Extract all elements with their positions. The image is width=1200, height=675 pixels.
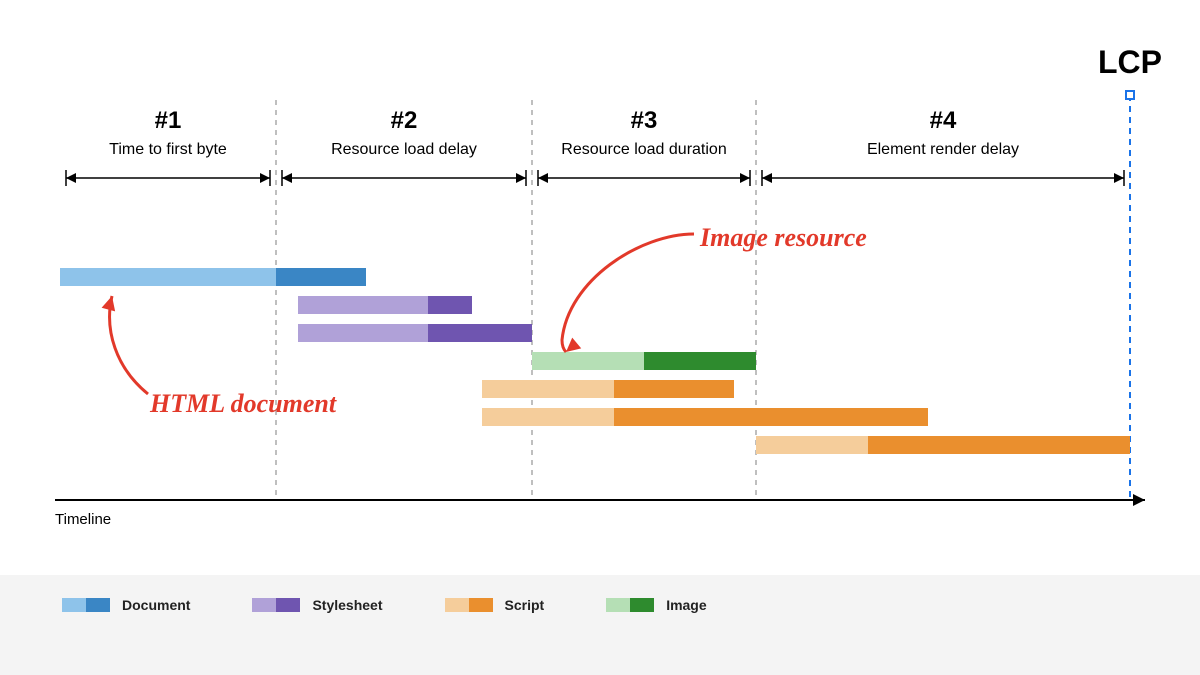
legend-item: Image — [606, 597, 706, 613]
lcp-label: LCP — [1098, 44, 1162, 80]
section-number: #4 — [930, 107, 957, 134]
annotation-label: HTML document — [149, 389, 337, 418]
lcp-marker-icon — [1126, 91, 1134, 99]
bar-segment-dark — [428, 324, 532, 342]
bar-segment-dark — [868, 436, 1130, 454]
legend-label: Script — [505, 597, 545, 613]
legend-swatch-icon — [252, 598, 300, 612]
section-number: #3 — [631, 107, 658, 134]
bar-segment-light — [532, 352, 644, 370]
legend-label: Image — [666, 597, 706, 613]
timeline-diagram: LCP #1 Time to first byte #2 Resource load d… — [0, 0, 1200, 675]
bar-segment-dark — [614, 408, 928, 426]
legend-footer: Document Stylesheet Script Image — [0, 575, 1200, 675]
bar-segment-light — [298, 296, 428, 314]
bar-segment-dark — [614, 380, 734, 398]
legend-label: Stylesheet — [312, 597, 382, 613]
bar-segment-light — [482, 380, 614, 398]
annotation-arrow — [562, 234, 694, 352]
section-label: Resource load duration — [561, 141, 726, 158]
timeline-axis-label: Timeline — [55, 511, 111, 528]
annotation-label: Image resource — [699, 223, 867, 252]
bar-segment-dark — [644, 352, 756, 370]
legend-swatch-icon — [62, 598, 110, 612]
section-label: Element render delay — [867, 141, 1019, 158]
legend-item: Stylesheet — [252, 597, 382, 613]
section-label: Resource load delay — [331, 141, 477, 158]
bar-segment-light — [482, 408, 614, 426]
legend-swatch-icon — [445, 598, 493, 612]
bar-segment-light — [298, 324, 428, 342]
legend-item: Document — [62, 597, 190, 613]
section-number: #2 — [391, 107, 418, 134]
legend-swatch-icon — [606, 598, 654, 612]
bar-segment-light — [60, 268, 276, 286]
annotation-arrow — [110, 296, 148, 394]
section-label: Time to first byte — [109, 141, 227, 158]
section-number: #1 — [155, 107, 182, 134]
bar-segment-dark — [276, 268, 366, 286]
legend-item: Script — [445, 597, 545, 613]
bar-segment-light — [756, 436, 868, 454]
legend-label: Document — [122, 597, 190, 613]
bar-segment-dark — [428, 296, 472, 314]
